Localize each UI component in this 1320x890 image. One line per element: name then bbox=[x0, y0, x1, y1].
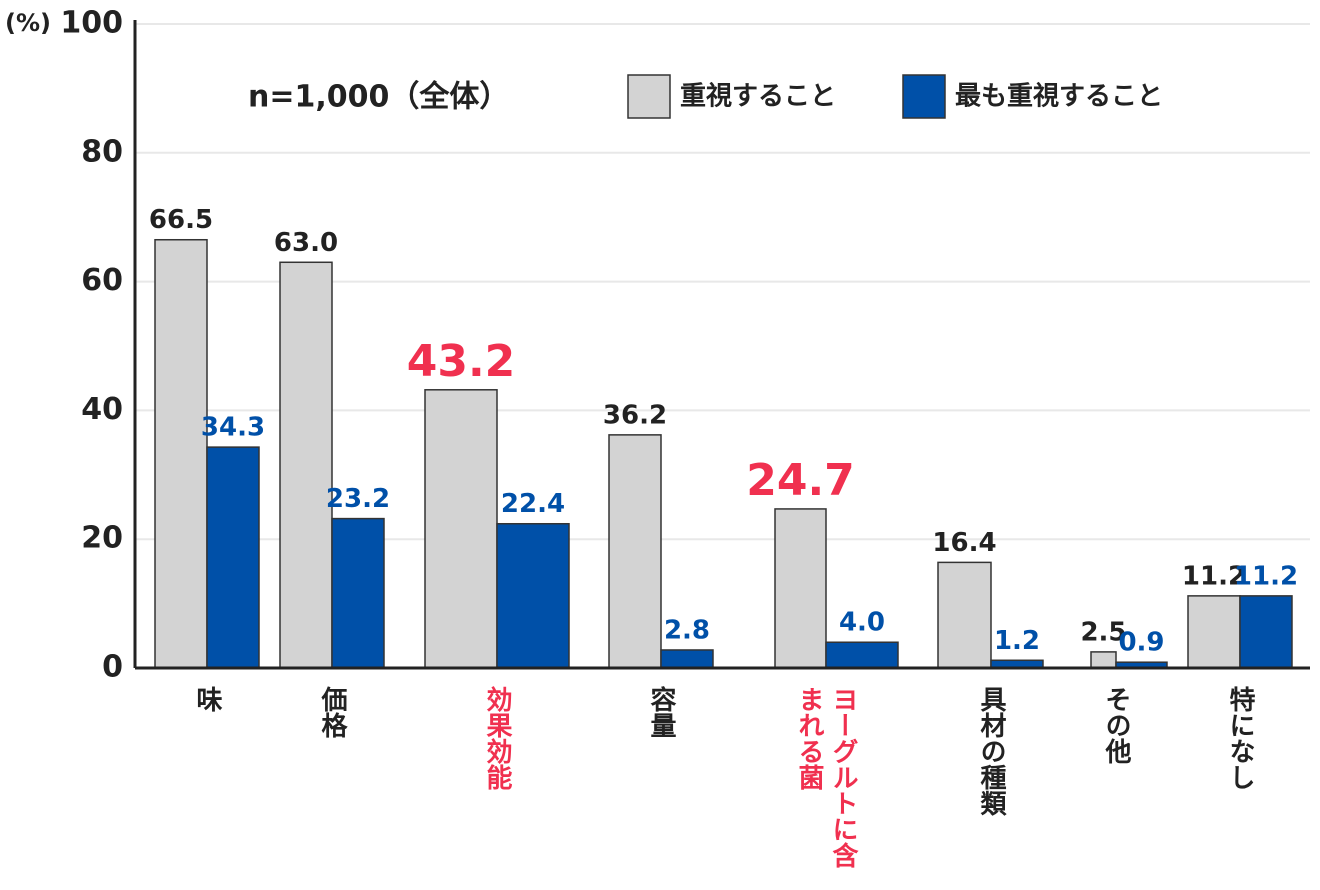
bar bbox=[1187, 595, 1241, 669]
legend-label: 最も重視すること bbox=[955, 82, 1163, 112]
bar bbox=[937, 561, 992, 669]
x-tick-label: 特になし bbox=[1225, 686, 1255, 790]
bar bbox=[331, 517, 385, 669]
y-tick-label: 20 bbox=[81, 521, 123, 556]
y-tick-label: 80 bbox=[81, 134, 123, 169]
value-label: 22.4 bbox=[501, 489, 565, 519]
x-tick-label: その他 bbox=[1101, 686, 1131, 764]
value-label: 36.2 bbox=[603, 400, 667, 430]
y-tick-label: 40 bbox=[81, 392, 123, 427]
y-tick-label: 100 bbox=[60, 6, 123, 41]
value-label: 34.3 bbox=[201, 413, 265, 443]
value-label: 2.5 bbox=[1080, 617, 1126, 647]
x-tick-label: 具材の種類 bbox=[976, 686, 1006, 816]
value-label: 16.4 bbox=[932, 528, 996, 558]
value-label: 23.2 bbox=[326, 484, 390, 514]
value-label: 2.8 bbox=[664, 615, 710, 645]
x-tick-label: 味 bbox=[192, 686, 222, 712]
bar bbox=[424, 389, 498, 669]
x-tick-label: ヨーグルトに含まれる菌 bbox=[794, 686, 858, 868]
value-label: 63.0 bbox=[274, 228, 338, 258]
bar bbox=[825, 641, 899, 669]
note: n=1,000（全体） bbox=[248, 80, 509, 115]
legend-swatch bbox=[627, 74, 671, 119]
x-tick-label: 容量 bbox=[646, 686, 676, 738]
legend-label: 重視すること bbox=[680, 82, 836, 112]
bar bbox=[660, 649, 714, 669]
value-label: 1.2 bbox=[994, 626, 1040, 656]
value-label: 24.7 bbox=[746, 455, 855, 506]
value-label: 43.2 bbox=[407, 336, 516, 387]
value-label: 0.9 bbox=[1118, 628, 1164, 658]
bar bbox=[154, 238, 208, 669]
value-label: 66.5 bbox=[149, 205, 213, 235]
value-label: 4.0 bbox=[839, 608, 885, 638]
y-tick-label: 0 bbox=[102, 650, 123, 685]
bar bbox=[206, 446, 260, 669]
bar bbox=[1090, 651, 1117, 669]
bar bbox=[496, 522, 570, 669]
value-label: 11.2 bbox=[1182, 561, 1246, 591]
y-tick-label: 60 bbox=[81, 263, 123, 298]
bar bbox=[1239, 595, 1293, 669]
value-label: 11.2 bbox=[1234, 561, 1298, 591]
y-unit: (%) bbox=[5, 9, 51, 37]
bar bbox=[774, 508, 827, 669]
bar bbox=[279, 261, 333, 669]
legend-swatch bbox=[902, 74, 946, 119]
x-tick-label: 効果効能 bbox=[482, 686, 512, 790]
x-tick-label: 価格 bbox=[317, 686, 347, 738]
bar bbox=[608, 434, 662, 669]
